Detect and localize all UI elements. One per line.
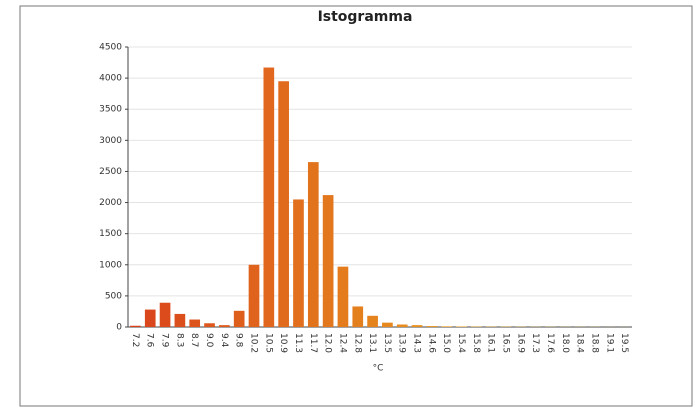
x-tick-label: 15.0 — [441, 333, 451, 353]
y-tick-label: 2000 — [99, 198, 122, 208]
bar — [382, 322, 393, 327]
x-axis-label: °C — [373, 364, 384, 374]
bar — [337, 266, 349, 327]
frame — [19, 5, 693, 407]
x-tick-label: 14.3 — [412, 333, 422, 353]
x-tick-label: 16.9 — [515, 333, 525, 353]
x-tick-label: 10.9 — [278, 333, 288, 353]
bar — [263, 67, 275, 328]
chart-title: Istogramma — [318, 9, 413, 25]
x-tick-label: 15.8 — [471, 333, 481, 353]
x-tick-label: 8.7 — [189, 333, 199, 347]
x-tick-label: 13.5 — [382, 333, 392, 353]
y-tick-label: 3500 — [99, 105, 122, 115]
x-tick-label: 14.6 — [426, 333, 436, 353]
bar — [293, 199, 304, 327]
bar — [189, 319, 201, 327]
y-tick-label: 2500 — [99, 167, 122, 177]
bar — [426, 326, 438, 327]
x-tick-label: 11.3 — [293, 333, 303, 353]
bar — [174, 313, 186, 327]
x-tick-label: 15.4 — [456, 333, 466, 353]
bar — [441, 326, 453, 327]
x-tick-label: 9.0 — [204, 333, 214, 348]
x-tick-label: 11.7 — [308, 333, 318, 353]
x-tick-label: 17.3 — [530, 333, 540, 353]
bar — [248, 264, 260, 327]
x-tick-label: 16.1 — [486, 333, 496, 353]
y-tick-label: 4000 — [99, 74, 122, 84]
x-tick-label: 19.5 — [619, 333, 629, 353]
x-tick-label: 7.9 — [160, 333, 170, 348]
bar — [396, 324, 408, 327]
x-tick-label: 10.2 — [249, 333, 259, 353]
bar — [219, 325, 230, 327]
y-tick-label: 4500 — [99, 43, 122, 53]
x-tick-label: 18.8 — [589, 333, 599, 353]
bar — [411, 325, 423, 327]
x-tick-label: 18.0 — [560, 333, 570, 353]
x-tick-label: 12.8 — [352, 333, 362, 353]
x-tick-label: 8.3 — [174, 333, 184, 347]
x-tick-label: 17.6 — [545, 333, 555, 353]
bar — [352, 306, 364, 327]
bar — [144, 309, 156, 327]
y-tick-label: 1500 — [99, 229, 122, 239]
x-tick-label: 10.5 — [263, 333, 273, 353]
x-tick-label: 12.4 — [337, 333, 347, 353]
x-tick-label: 19.1 — [604, 333, 614, 353]
bar — [159, 302, 171, 327]
bar — [307, 162, 319, 327]
bar — [233, 310, 245, 327]
bar — [130, 325, 141, 327]
x-tick-label: 12.0 — [323, 333, 333, 353]
y-tick-label: 1000 — [99, 260, 122, 270]
x-tick-label: 13.9 — [397, 333, 407, 353]
x-tick-label: 16.5 — [501, 333, 511, 353]
bar — [204, 323, 215, 327]
x-tick-label: 7.6 — [145, 333, 155, 348]
y-tick-label: 500 — [105, 291, 122, 301]
y-tick-label: 3000 — [99, 136, 122, 146]
bar — [278, 81, 289, 327]
x-tick-label: 9.8 — [234, 333, 244, 348]
bar — [367, 315, 378, 327]
x-tick-label: 7.2 — [130, 333, 140, 347]
bar — [322, 195, 334, 327]
x-tick-label: 13.1 — [367, 333, 377, 353]
y-tick-label: 0 — [116, 323, 122, 333]
x-tick-label: 18.4 — [575, 333, 585, 353]
x-tick-label: 9.4 — [219, 333, 229, 348]
